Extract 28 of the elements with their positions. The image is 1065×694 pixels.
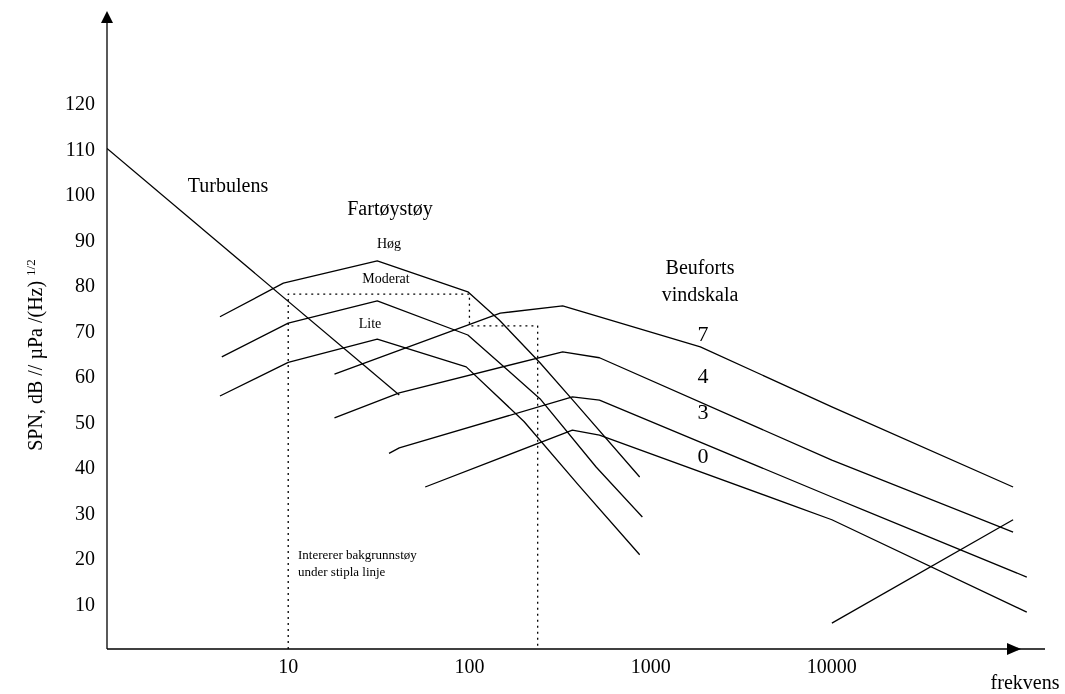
- y-tick-label: 20: [75, 547, 95, 570]
- y-tick-label: 40: [75, 456, 95, 479]
- annotation: Beuforts vindskala: [661, 255, 739, 305]
- y-tick-label: 110: [65, 137, 95, 160]
- annotation: Turbulens: [187, 174, 269, 196]
- x-tick-label: 10000: [806, 655, 857, 678]
- annotation: 3: [697, 398, 709, 424]
- annotation: Lite: [358, 315, 382, 331]
- annotation: Fartøystøy: [347, 197, 433, 220]
- y-tick-label: 30: [75, 501, 95, 524]
- y-tick-label: 80: [75, 274, 95, 297]
- annotation: Intererer bakgrunnstøy under stipla linje: [298, 546, 418, 580]
- y-tick-label: 60: [75, 365, 95, 388]
- annotation: Høg: [376, 235, 402, 251]
- y-tick-label: 90: [75, 228, 95, 251]
- y-tick-label: 50: [75, 410, 95, 433]
- x-axis-title: frekvens: [990, 671, 1060, 693]
- annotation: 7: [697, 320, 709, 346]
- y-tick-label: 70: [75, 319, 95, 342]
- y-tick-label: 120: [65, 92, 95, 115]
- x-tick-label: 100: [454, 655, 485, 678]
- y-tick-label: 100: [65, 183, 95, 206]
- x-tick-label: 10: [278, 655, 299, 678]
- annotation: 4: [697, 362, 709, 388]
- annotation: 0: [697, 442, 709, 468]
- annotation: Moderat: [362, 270, 410, 286]
- y-tick-label: 10: [75, 592, 95, 615]
- x-tick-label: 1000: [630, 655, 671, 678]
